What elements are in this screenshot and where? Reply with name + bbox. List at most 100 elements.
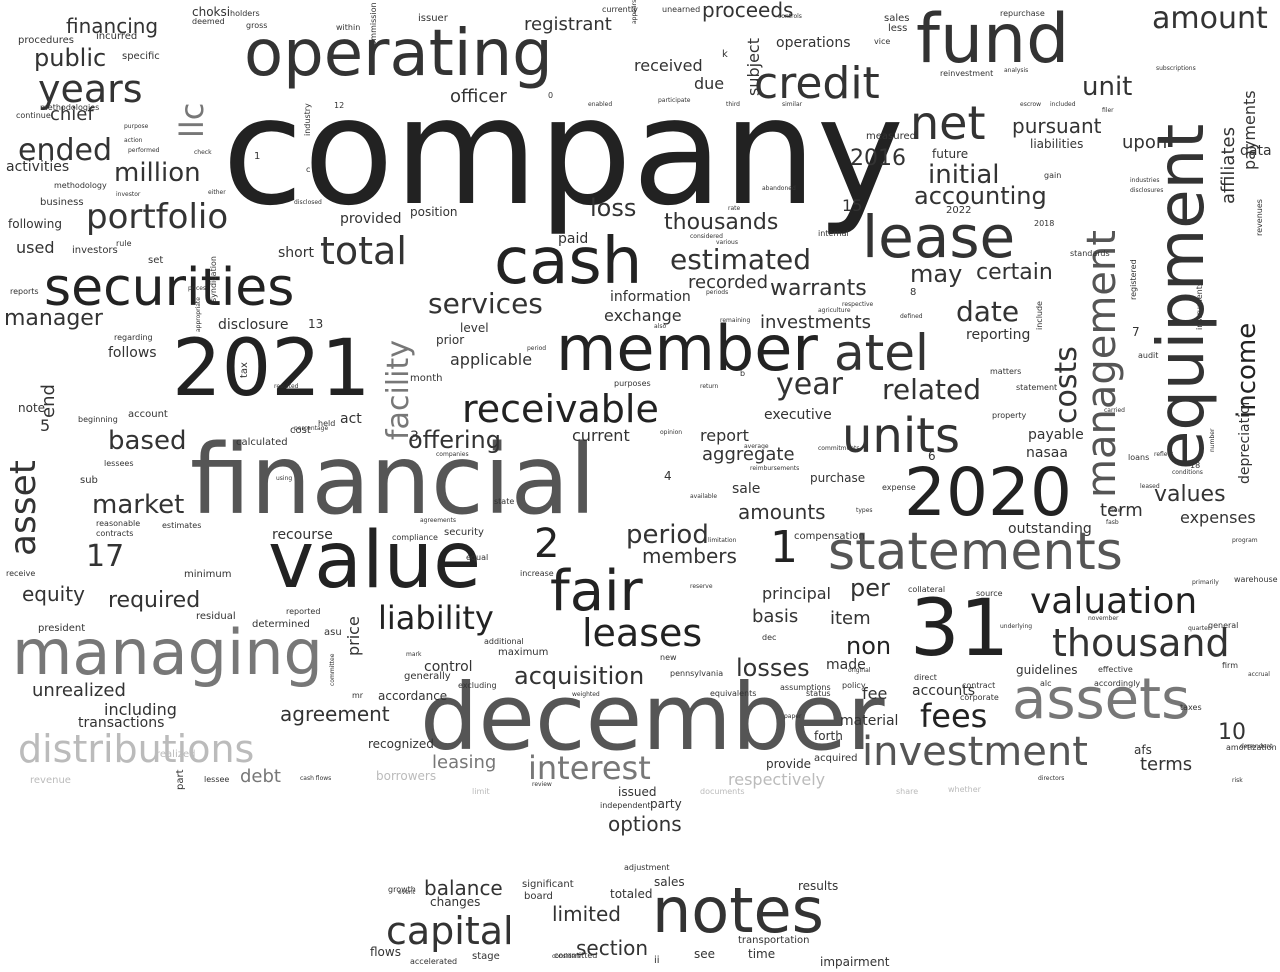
word-8-178: 8 [910, 287, 917, 298]
word-remaining-290: remaining [720, 317, 751, 324]
word-paper-365: paper [784, 713, 802, 720]
word-sale-119: sale [732, 481, 761, 497]
word-resulted-341: resulted [274, 383, 299, 390]
word-independent-174: independent [600, 801, 651, 810]
word-respective-288: respective [842, 301, 874, 308]
word-accrual-279: accrual [1248, 671, 1270, 678]
word-property-254: property [992, 411, 1027, 420]
word-guidelines-127: guidelines [1016, 663, 1078, 677]
word-cost-201: cost [290, 425, 311, 436]
word-managing-10: managing [12, 616, 323, 689]
word-afs-131: afs [1134, 743, 1152, 757]
word-enabled-354: enabled [588, 101, 613, 108]
word-capital-33: capital [386, 909, 514, 953]
word-paid-142: paid [558, 231, 589, 247]
word-payable-125: payable [1028, 427, 1084, 443]
word-considers-350: considers [552, 953, 581, 960]
word-less-230: less [888, 23, 908, 34]
word-maximum-259: maximum [498, 647, 549, 658]
word-gross-221: gross [246, 21, 268, 30]
word-flow-303: flow [1110, 507, 1123, 514]
word-k-328: k [722, 49, 728, 60]
word-b-326: b [740, 369, 746, 378]
word-transportation-167: transportation [738, 935, 810, 946]
word-beginning-199: beginning [78, 415, 118, 424]
word-depreciation-74: depreciation [1237, 396, 1253, 484]
word-see-164: see [694, 947, 716, 961]
word-totaled-159: totaled [610, 887, 653, 901]
word-5-176: 5 [40, 416, 51, 435]
word-values-122: values [1154, 482, 1226, 507]
word-regarding-195: regarding [114, 333, 153, 342]
word-review-319: review [532, 781, 552, 788]
word-mr-216: mr [352, 691, 364, 700]
word-gain-240: gain [1044, 171, 1062, 180]
word-firm-278: firm [1222, 661, 1238, 670]
word-weighted-347: weighted [572, 691, 600, 698]
word-compensation-296: compensation [794, 531, 865, 542]
word-repurchase-232: repurchase [1000, 9, 1045, 18]
word-management-24: management [1079, 230, 1125, 498]
word-exchange-133: exchange [604, 306, 682, 325]
word-procedures-187: procedures [18, 35, 74, 46]
word-registrant-93: registrant [524, 14, 612, 35]
word-proceeds-92: proceeds [702, 0, 794, 22]
word-thousand-29: thousand [1052, 621, 1230, 665]
word-llc-56: llc [173, 102, 211, 138]
word-equivalents-263: equivalents [710, 689, 757, 698]
word-acquired-152: acquired [814, 753, 858, 764]
word-liability-31: liability [378, 599, 494, 637]
word-reasonable-208: reasonable [96, 519, 141, 528]
word-respectively-156: respectively [728, 770, 826, 789]
word-impairment-166: impairment [820, 955, 890, 969]
word-mark-346: mark [406, 651, 422, 658]
word-dependent-316: dependent [1240, 743, 1273, 750]
word-financial-1: financial [190, 424, 596, 536]
word-effective-274: effective [1098, 665, 1133, 674]
word-reserve-317: reserve [690, 583, 713, 590]
word-public-55: public [34, 44, 107, 72]
word-item-109: item [830, 608, 871, 629]
word-board-170: board [524, 891, 553, 902]
word-companies-344: companies [436, 451, 469, 458]
word-appears-352: appears [631, 0, 638, 24]
word-third-355: third [726, 101, 740, 108]
word-action-332: action [124, 137, 143, 144]
word-assets-17: assets [1012, 667, 1191, 732]
word-receive-210: receive [6, 569, 36, 578]
word-fund-4: fund [916, 0, 1070, 79]
word-interest-32: interest [528, 749, 651, 787]
word-upon-71: upon [1122, 132, 1168, 153]
word-corporate-271: corporate [960, 693, 999, 702]
word-internal-245: internal [818, 229, 849, 238]
word-million-53: million [114, 158, 201, 188]
word-7-179: 7 [1132, 325, 1140, 339]
word-warehouse-281: warehouse [1234, 575, 1278, 584]
word-equal-257: equal [466, 553, 489, 562]
word-sales-229: sales [884, 13, 910, 24]
word-outstanding-124: outstanding [1008, 521, 1092, 537]
word-documents-314: documents [700, 787, 745, 796]
word-amounts-115: amounts [738, 500, 826, 524]
word-adjustment-171: adjustment [624, 863, 670, 872]
word-credit-22: credit [754, 58, 880, 109]
word-registered-248: registered [1129, 259, 1138, 300]
word-set-193: set [148, 255, 164, 266]
word-issued-157: issued [618, 785, 657, 799]
word-growth-321: growth [388, 885, 416, 894]
word-unearned-227: unearned [662, 5, 701, 14]
word-tax-196: tax [239, 362, 250, 378]
word-chief-90: chief [50, 104, 94, 125]
word-general-282: general [1208, 621, 1239, 630]
word-2018-243: 2018 [1034, 219, 1055, 228]
word-accelerated-172: accelerated [410, 957, 458, 966]
word-lessees-205: lessees [104, 459, 134, 468]
word-15-180: 15 [842, 196, 863, 215]
word-officer-89: officer [450, 86, 507, 107]
word-market-46: market [92, 490, 185, 520]
word-period-57: period [626, 520, 709, 550]
word-filer-237: filer [1102, 107, 1114, 114]
word-related-43: related [882, 373, 982, 406]
word-conditions-299: conditions [1172, 469, 1203, 476]
word-analysis-234: analysis [1004, 67, 1029, 74]
